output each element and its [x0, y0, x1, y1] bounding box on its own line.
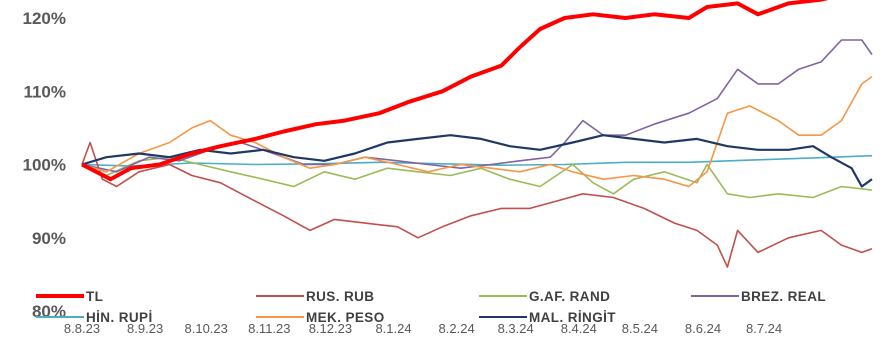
x-tick-label: 8.5.24	[622, 321, 658, 336]
x-tick-label: 8.12.23	[309, 321, 352, 336]
y-tick-label: 120%	[23, 9, 66, 28]
series-lines	[81, 0, 873, 268]
y-tick-label: 110%	[23, 82, 66, 101]
y-axis-ticks: 80% 90% 100% 110% 120%	[23, 9, 66, 321]
y-tick-label: 90%	[32, 229, 66, 248]
y-tick-label: 100%	[23, 156, 66, 175]
x-axis-ticks: 8.8.23 8.9.23 8.10.23 8.11.23 8.12.23 8.1.24 8…	[64, 321, 782, 336]
x-tick-label: 8.11.23	[248, 321, 290, 336]
x-tick-label: 8.4.24	[561, 321, 597, 336]
series-line-4	[81, 154, 873, 167]
x-tick-label: 8.8.23	[64, 321, 100, 336]
x-tick-label: 8.7.24	[746, 321, 782, 336]
series-line-6	[81, 134, 873, 188]
x-tick-label: 8.3.24	[498, 321, 534, 336]
series-line-0	[81, 0, 829, 182]
x-tick-label: 8.2.24	[439, 321, 475, 336]
series-line-2	[81, 156, 873, 199]
x-tick-label: 8.6.24	[685, 321, 721, 336]
x-tick-label: 8.1.24	[375, 321, 411, 336]
x-tick-label: 8.10.23	[185, 321, 228, 336]
y-tick-label: 80%	[32, 302, 66, 321]
x-tick-label: 8.9.23	[127, 321, 163, 336]
series-line-5	[81, 75, 873, 188]
series-line-1	[81, 141, 873, 268]
